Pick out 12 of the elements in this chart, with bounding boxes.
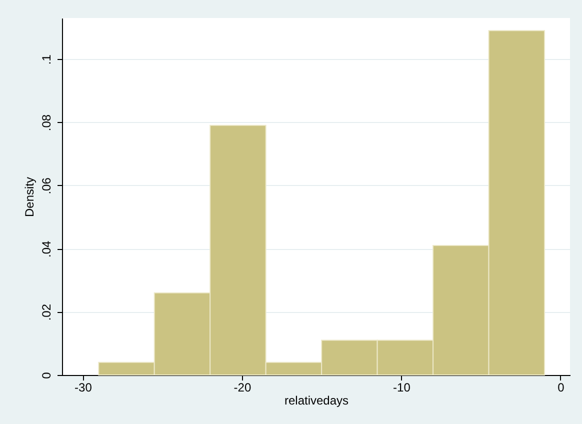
y-axis-title: Density — [22, 176, 36, 218]
x-tick-label: -30 — [74, 380, 92, 394]
y-tick-label: .08 — [40, 114, 54, 132]
x-axis-title: relativedays — [284, 394, 349, 408]
y-tick-label: 0 — [40, 372, 54, 379]
x-tick-label: -20 — [234, 380, 252, 394]
x-tick-label: -10 — [393, 380, 411, 394]
x-tick-label: 0 — [558, 380, 565, 394]
y-tick-label: .06 — [40, 177, 54, 194]
y-tick-label: .1 — [40, 54, 54, 65]
y-tick-label: .02 — [40, 304, 54, 321]
y-tick-label: .04 — [40, 240, 54, 258]
